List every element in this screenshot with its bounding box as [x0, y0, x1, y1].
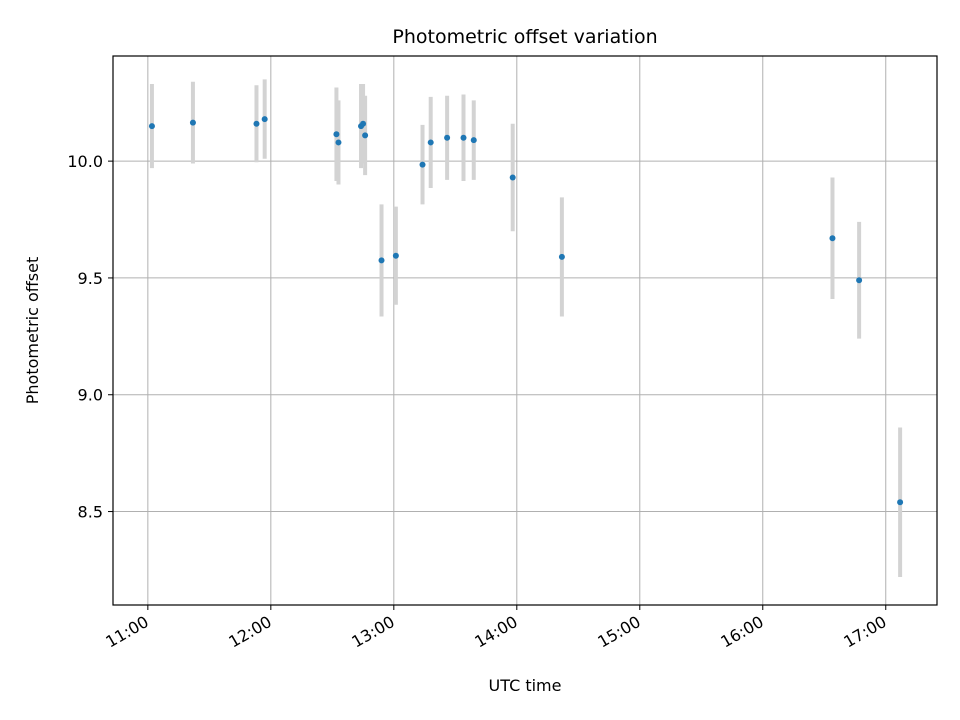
- y-tick-label: 9.0: [78, 386, 103, 405]
- data-point: [189, 119, 196, 126]
- y-axis-label: Photometric offset: [23, 257, 42, 405]
- data-point: [509, 174, 516, 181]
- data-point: [856, 277, 863, 284]
- plot-frame: [112, 55, 938, 606]
- errorbars: [149, 79, 903, 577]
- data-point: [470, 137, 477, 144]
- x-tick-label: 11:00: [102, 612, 151, 652]
- x-tick-label: 13:00: [348, 612, 397, 652]
- data-point: [460, 134, 467, 141]
- x-tick-label: 14:00: [471, 612, 520, 652]
- x-axis-label: UTC time: [489, 676, 562, 695]
- data-point: [335, 139, 342, 146]
- y-tick-label: 10.0: [67, 152, 103, 171]
- data-point: [333, 131, 340, 138]
- data-point: [362, 132, 369, 139]
- data-point: [444, 134, 451, 141]
- data-point: [558, 253, 565, 260]
- x-tick-label: 16:00: [717, 612, 766, 652]
- data-point: [419, 161, 426, 168]
- y-axis-ticks: 8.5 9.0 9.5 10.0: [67, 152, 113, 522]
- x-tick-label: 17:00: [840, 612, 889, 652]
- data-points: [148, 116, 904, 506]
- grid: [113, 56, 937, 605]
- data-point: [427, 139, 434, 146]
- x-axis-ticks: 11:00 12:00 13:00 14:00 15:00 16:00 17:00: [102, 605, 890, 652]
- data-point: [360, 120, 367, 127]
- data-point: [148, 123, 155, 130]
- data-point: [897, 499, 904, 506]
- chart-title: Photometric offset variation: [392, 26, 657, 48]
- data-point: [829, 235, 836, 242]
- x-tick-label: 12:00: [225, 612, 274, 652]
- data-point: [378, 257, 385, 264]
- x-tick-label: 15:00: [594, 612, 643, 652]
- y-tick-label: 9.5: [78, 269, 103, 288]
- data-point: [261, 116, 268, 123]
- data-point: [253, 120, 260, 127]
- y-tick-label: 8.5: [78, 503, 103, 522]
- data-point: [392, 252, 399, 259]
